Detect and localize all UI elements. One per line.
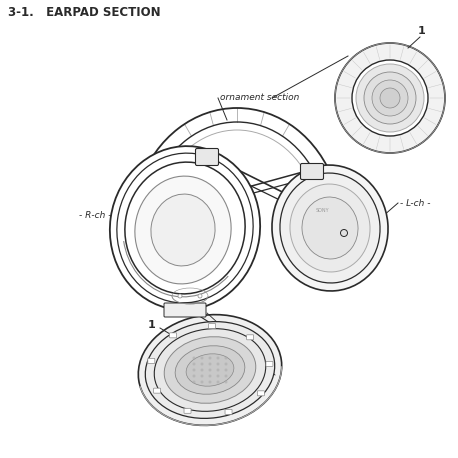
FancyBboxPatch shape [266,361,273,366]
FancyBboxPatch shape [169,333,177,338]
FancyBboxPatch shape [184,408,191,413]
Text: ornament section: ornament section [220,93,300,103]
Ellipse shape [335,43,445,153]
Circle shape [224,362,228,365]
Ellipse shape [154,329,266,411]
Ellipse shape [302,197,358,259]
FancyBboxPatch shape [257,391,264,396]
Ellipse shape [290,184,370,272]
Ellipse shape [364,72,416,124]
Ellipse shape [110,146,260,310]
Ellipse shape [138,315,282,425]
Circle shape [201,369,203,371]
Circle shape [217,362,219,365]
Circle shape [192,375,196,377]
Circle shape [201,362,203,365]
Ellipse shape [186,354,234,386]
Ellipse shape [372,80,408,116]
Ellipse shape [135,176,231,284]
Ellipse shape [125,162,245,294]
FancyBboxPatch shape [225,409,232,414]
Text: 1: 1 [418,26,426,36]
Circle shape [217,356,219,360]
Ellipse shape [145,322,275,419]
FancyBboxPatch shape [208,323,216,328]
Circle shape [217,369,219,371]
Ellipse shape [175,346,245,394]
Circle shape [201,381,203,383]
FancyBboxPatch shape [247,335,254,340]
Circle shape [224,381,228,383]
Circle shape [192,362,196,365]
Circle shape [192,369,196,371]
Circle shape [192,356,196,360]
Ellipse shape [117,153,253,303]
Ellipse shape [280,173,380,283]
FancyBboxPatch shape [164,303,206,317]
Ellipse shape [352,60,428,136]
Text: 1: 1 [148,320,156,330]
Circle shape [208,381,212,383]
Text: - R-ch -: - R-ch - [79,212,111,220]
Circle shape [217,381,219,383]
Circle shape [201,375,203,377]
FancyBboxPatch shape [196,148,218,165]
Circle shape [340,229,348,236]
Circle shape [208,369,212,371]
Circle shape [224,375,228,377]
Circle shape [178,294,182,298]
Ellipse shape [151,194,215,266]
FancyBboxPatch shape [300,164,323,180]
Circle shape [224,369,228,371]
Circle shape [208,375,212,377]
FancyBboxPatch shape [148,358,155,363]
Text: 3-1.   EARPAD SECTION: 3-1. EARPAD SECTION [8,6,161,19]
Circle shape [192,381,196,383]
Ellipse shape [356,64,424,132]
Circle shape [201,356,203,360]
Text: SONY: SONY [315,207,329,213]
Text: - L-ch -: - L-ch - [400,198,431,207]
FancyBboxPatch shape [153,388,160,393]
Circle shape [208,356,212,360]
Circle shape [208,362,212,365]
Circle shape [217,375,219,377]
Ellipse shape [272,165,388,291]
Ellipse shape [380,88,400,108]
Ellipse shape [164,337,256,403]
Circle shape [224,356,228,360]
Circle shape [198,294,202,298]
